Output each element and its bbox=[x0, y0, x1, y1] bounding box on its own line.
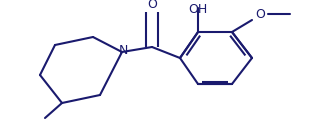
Text: OH: OH bbox=[188, 3, 208, 16]
Text: O: O bbox=[255, 8, 265, 20]
Text: O: O bbox=[147, 0, 157, 11]
Text: N: N bbox=[119, 44, 128, 57]
